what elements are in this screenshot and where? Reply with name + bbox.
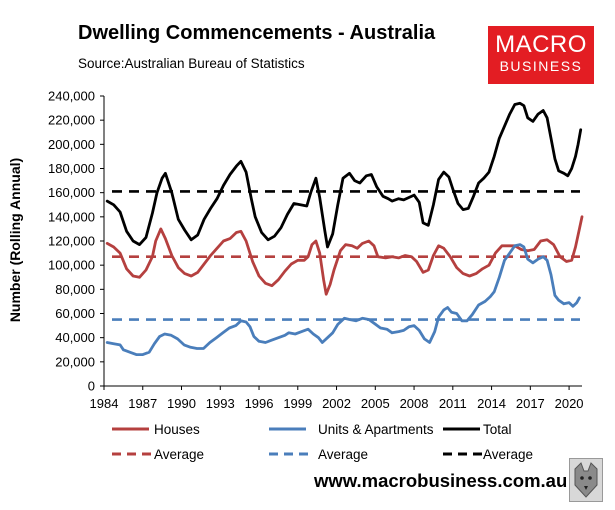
- y-tick-label: 20,000: [55, 354, 95, 369]
- x-tick-label: 1996: [245, 396, 274, 411]
- legend-label: Houses: [154, 422, 200, 437]
- x-tick-label: 2005: [361, 396, 390, 411]
- series-line-units-apartments: [105, 243, 581, 356]
- y-tick-label: 160,000: [48, 185, 95, 200]
- y-tick-label: 100,000: [48, 258, 95, 273]
- y-tick-label: 0: [88, 379, 95, 394]
- legend-label-average: Average: [154, 447, 204, 462]
- x-tick-label: 1993: [206, 396, 235, 411]
- x-tick-label: 2014: [477, 396, 506, 411]
- y-tick-label: 120,000: [48, 234, 95, 249]
- x-tick-label: 1987: [128, 396, 157, 411]
- series-line-total: [105, 101, 583, 249]
- logo-line-1: MACRO: [495, 31, 587, 58]
- x-tick-label: 1990: [167, 396, 196, 411]
- legend-label-average: Average: [483, 447, 533, 462]
- x-tick-label: 1999: [283, 396, 312, 411]
- legend-label: Total: [483, 422, 512, 437]
- y-tick-label: 200,000: [48, 137, 95, 152]
- x-tick-label: 2011: [439, 396, 467, 411]
- y-tick-label: 180,000: [48, 161, 95, 176]
- y-tick-label: 240,000: [48, 89, 95, 104]
- logo-line-2: BUSINESS: [499, 58, 583, 74]
- y-tick-label: 40,000: [55, 330, 95, 345]
- x-tick-label: 2008: [400, 396, 429, 411]
- x-tick-label: 1984: [90, 396, 119, 411]
- y-tick-label: 140,000: [48, 209, 95, 224]
- x-tick-label: 2002: [322, 396, 351, 411]
- x-tick-label: 2020: [555, 396, 584, 411]
- series-line-houses: [105, 215, 584, 296]
- chart-source: Source:Australian Bureau of Statistics: [78, 56, 305, 71]
- legend-label: Units & Apartments: [318, 422, 434, 437]
- wolf-badge-icon: [569, 458, 603, 502]
- x-tick-label: 2017: [516, 396, 545, 411]
- y-tick-label: 220,000: [48, 113, 95, 128]
- chart-title: Dwelling Commencements - Australia: [78, 22, 436, 44]
- y-tick-label: 80,000: [55, 282, 95, 297]
- legend-label-average: Average: [318, 447, 368, 462]
- website-url: www.macrobusiness.com.au: [314, 470, 568, 491]
- macrobusiness-logo: MACRO BUSINESS: [488, 26, 594, 84]
- y-tick-label: 60,000: [55, 306, 95, 321]
